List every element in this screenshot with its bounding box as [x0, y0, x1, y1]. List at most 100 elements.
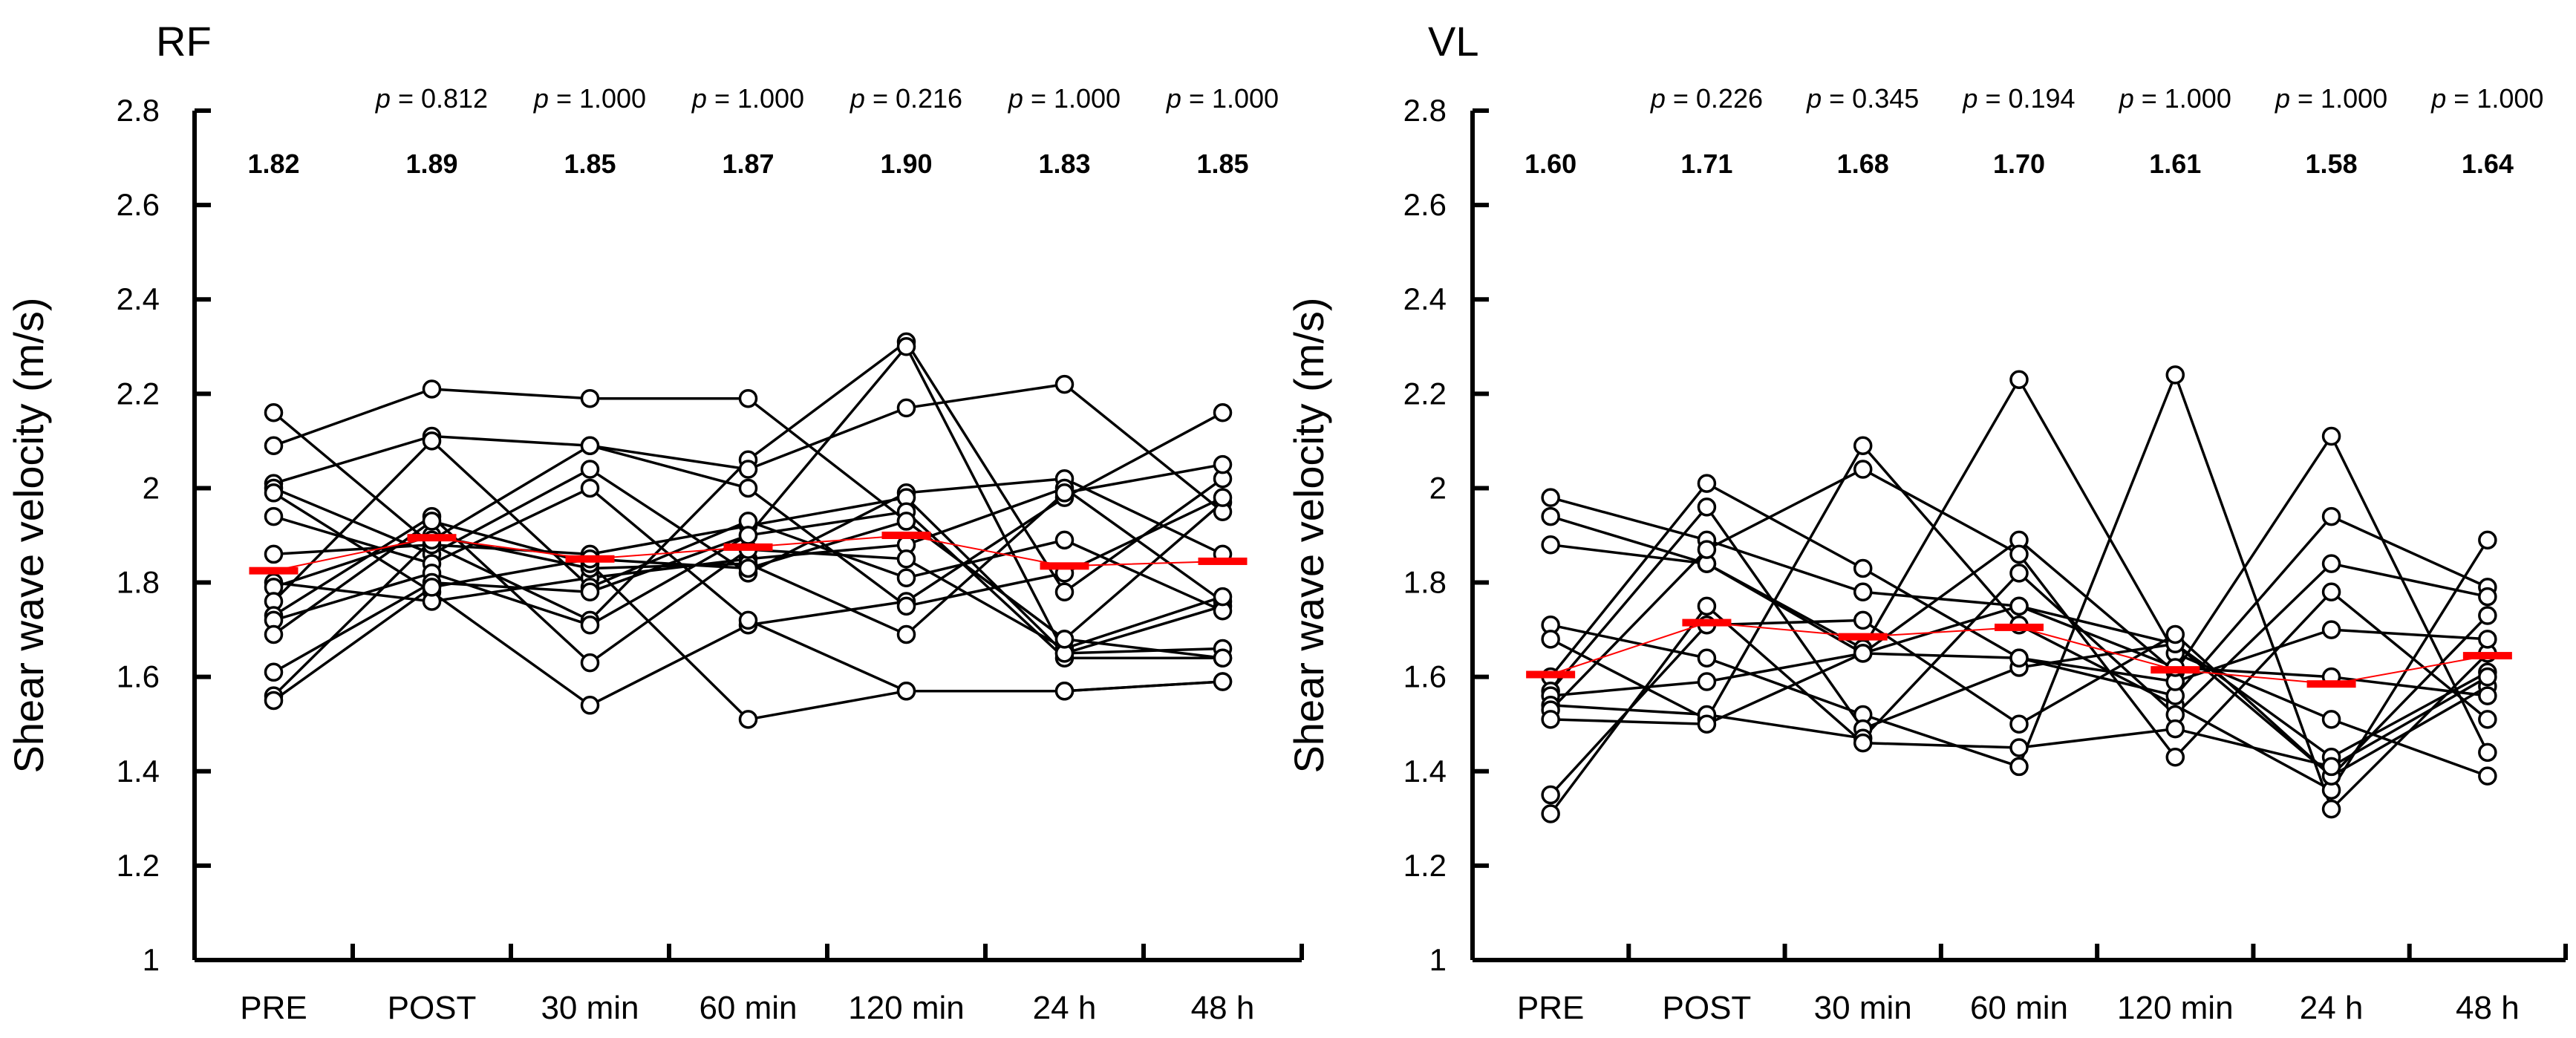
data-point: [738, 460, 758, 479]
x-tick-label: 24 h: [1033, 990, 1097, 1026]
data-point: [1541, 488, 1560, 507]
p-value-label: p = 1.000: [2430, 83, 2543, 114]
y-tick-label: 2.4: [1403, 281, 1447, 316]
p-value-label: p = 1.000: [1008, 83, 1121, 114]
data-point: [422, 379, 442, 399]
p-value-label: p = 0.226: [1650, 83, 1763, 114]
p-value-label: p = 1.000: [2119, 83, 2231, 114]
data-point: [580, 460, 600, 479]
mean-marker: [407, 534, 457, 542]
data-point: [580, 436, 600, 455]
mean-label: 1.89: [405, 148, 457, 179]
data-point: [1213, 403, 1233, 422]
mean-marker: [1526, 670, 1576, 679]
data-point: [1213, 672, 1233, 691]
data-point: [1697, 497, 1717, 517]
p-value-label: p = 0.812: [375, 83, 488, 114]
mean-marker: [1040, 562, 1089, 570]
panel-title: RF: [156, 18, 212, 65]
data-point: [264, 403, 284, 422]
data-point: [2478, 606, 2497, 625]
data-point: [738, 388, 758, 408]
mean-label: 1.90: [880, 148, 932, 179]
mean-label: 1.71: [1680, 148, 1732, 179]
data-point: [896, 549, 916, 569]
data-point: [2321, 799, 2341, 819]
mean-marker: [565, 555, 615, 563]
data-point: [896, 624, 916, 644]
x-tick-label: POST: [388, 990, 477, 1026]
data-point: [264, 691, 284, 711]
data-point: [1054, 483, 1075, 503]
y-axis-label: Shear wave velocity (m/s): [1285, 297, 1332, 773]
p-value-label: p = 0.216: [850, 83, 962, 114]
data-point: [1541, 630, 1560, 649]
data-point: [2165, 719, 2185, 739]
panel-vl: VL Shear wave velocity (m/s) 1 1.2 1.4 1.6 1.8…: [1285, 18, 2568, 1026]
data-point: [580, 388, 600, 408]
x-tick-label: 120 min: [848, 990, 965, 1026]
data-point: [1054, 681, 1075, 701]
x-tick-label: POST: [1663, 990, 1752, 1026]
data-point: [1697, 672, 1717, 691]
data-point: [1213, 488, 1233, 507]
data-point: [264, 624, 284, 644]
mean-marker: [249, 567, 299, 575]
data-point: [580, 653, 600, 673]
mean-marker: [1995, 623, 2044, 631]
data-point: [2009, 757, 2029, 777]
data-point: [264, 506, 284, 526]
p-value-label: p = 0.194: [1962, 83, 2075, 114]
data-point: [1697, 540, 1717, 559]
data-point: [896, 568, 916, 587]
x-tick-label: 120 min: [2117, 990, 2234, 1026]
data-point: [1541, 785, 1560, 805]
x-tick-label: 30 min: [1814, 990, 1912, 1026]
data-point: [580, 582, 600, 602]
y-tick-label: 1.6: [1403, 659, 1447, 694]
mean-label: 1.85: [564, 148, 616, 179]
data-point: [1213, 587, 1233, 607]
data-point: [896, 398, 916, 418]
y-tick-label: 1: [143, 942, 160, 977]
y-tick-label: 2.6: [117, 187, 160, 222]
y-tick-label: 2: [1429, 470, 1447, 505]
data-point: [580, 478, 600, 498]
data-point: [1541, 535, 1560, 555]
data-point: [738, 478, 758, 498]
data-point: [422, 512, 442, 531]
data-point: [738, 610, 758, 630]
p-value-label: p = 1.000: [2275, 83, 2387, 114]
data-point: [2009, 648, 2029, 667]
mean-marker: [2151, 666, 2200, 674]
data-point: [1213, 454, 1233, 474]
y-tick-label: 2.4: [117, 281, 160, 316]
data-point: [2009, 370, 2029, 390]
y-tick-label: 2.6: [1403, 187, 1447, 222]
data-point: [1697, 596, 1717, 616]
data-point: [2478, 630, 2497, 649]
y-tick-label: 1.4: [117, 754, 160, 789]
data-point: [264, 544, 284, 564]
mean-label: 1.82: [247, 148, 299, 179]
series-line: [1550, 433, 2489, 754]
data-point: [738, 710, 758, 729]
data-point: [1853, 610, 1873, 630]
y-tick-label: 2.8: [1403, 93, 1447, 128]
data-point: [2009, 544, 2029, 564]
data-point: [264, 483, 284, 503]
mean-label: 1.83: [1038, 148, 1090, 179]
mean-label: 1.70: [1993, 148, 2045, 179]
data-point: [738, 558, 758, 578]
data-point: [2009, 738, 2029, 757]
x-tick-label: 48 h: [1191, 990, 1255, 1026]
y-tick-label: 2.2: [1403, 376, 1447, 411]
y-tick-label: 1.2: [117, 848, 160, 883]
x-tick-label: 24 h: [2300, 990, 2364, 1026]
data-point: [1054, 530, 1075, 550]
data-point: [2321, 506, 2341, 526]
mean-marker: [2462, 652, 2512, 660]
data-point: [1853, 436, 1873, 455]
data-point: [1853, 644, 1873, 663]
